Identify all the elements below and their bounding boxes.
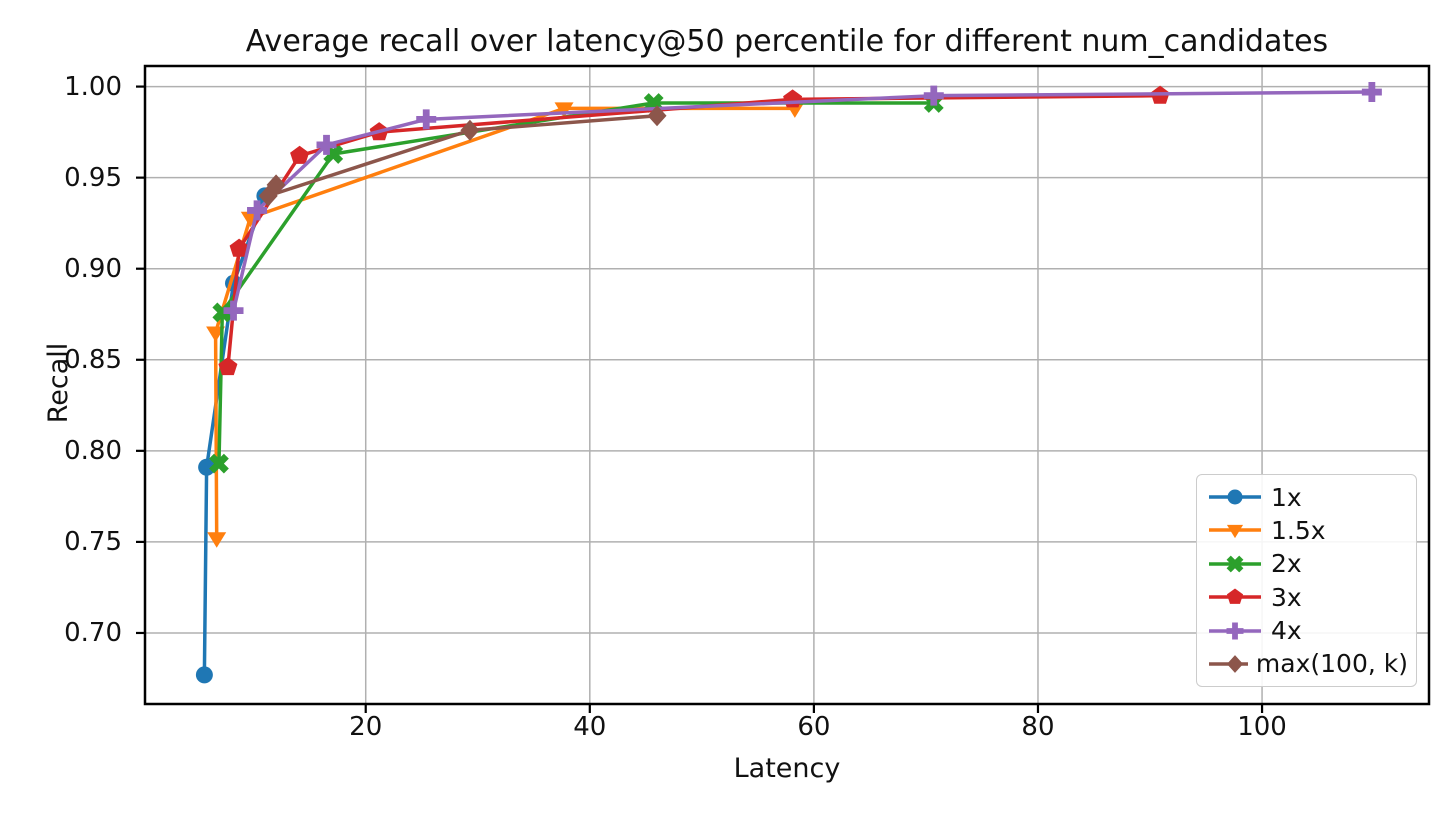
legend-label: 1x bbox=[1271, 482, 1302, 512]
y-tick-label: 0.70 bbox=[64, 617, 122, 648]
legend-item-2x: 2x bbox=[1207, 549, 1408, 579]
y-tick-label: 0.95 bbox=[64, 162, 122, 193]
chart-title: Average recall over latency@50 percentil… bbox=[245, 24, 1329, 59]
series-marker-1x bbox=[195, 666, 213, 684]
y-tick-label: 0.75 bbox=[64, 526, 122, 557]
series-marker-2x bbox=[209, 453, 229, 474]
legend-marker-2x bbox=[1209, 555, 1261, 573]
series-line-3x bbox=[226, 93, 1162, 369]
legend-marker-3x bbox=[1209, 588, 1261, 605]
series-line-1.5x bbox=[213, 106, 797, 541]
x-tick-label: 100 bbox=[1237, 712, 1287, 742]
series-marker-max(100, k) bbox=[647, 105, 667, 127]
legend-item-1.5x: 1.5x bbox=[1207, 515, 1408, 545]
x-tick-label: 80 bbox=[1021, 712, 1055, 742]
axes-spines bbox=[143, 64, 1431, 706]
series-marker-1x bbox=[198, 458, 216, 476]
y-tick-label: 1.00 bbox=[64, 71, 122, 102]
series-line-4x bbox=[231, 90, 1374, 313]
legend-label: max(100, k) bbox=[1255, 649, 1408, 679]
x-tick-label: 60 bbox=[797, 712, 831, 742]
series-marker-3x bbox=[229, 238, 249, 257]
legend-marker-max(100, k) bbox=[1209, 655, 1248, 673]
series-marker-max(100, k) bbox=[258, 185, 278, 207]
series-marker-3x bbox=[218, 357, 238, 376]
x-axis-label: Latency bbox=[733, 753, 841, 784]
legend-item-3x: 3x bbox=[1207, 582, 1408, 612]
legend-label: 4x bbox=[1271, 616, 1302, 646]
y-tick-label: 0.90 bbox=[64, 253, 122, 284]
series-marker-4x bbox=[1361, 82, 1382, 103]
series-marker-1.5x bbox=[207, 532, 227, 548]
legend-label: 2x bbox=[1271, 549, 1302, 579]
x-tick-label: 20 bbox=[349, 712, 383, 742]
legend: 1x 1.5x 2x 3x 4x max(100, k) bbox=[1196, 474, 1417, 687]
legend-label: 3x bbox=[1271, 582, 1302, 612]
series-marker-3x bbox=[783, 89, 803, 108]
legend-item-max(100, k): max(100, k) bbox=[1207, 649, 1408, 679]
series-marker-1.5x bbox=[554, 102, 574, 118]
legend-marker-4x bbox=[1209, 622, 1261, 640]
legend-item-1x: 1x bbox=[1207, 482, 1408, 512]
y-tick-label: 0.85 bbox=[64, 344, 122, 375]
legend-marker-1x bbox=[1209, 489, 1261, 505]
series-marker-3x bbox=[290, 145, 310, 164]
x-tick-label: 40 bbox=[573, 712, 607, 742]
legend-label: 1.5x bbox=[1271, 515, 1326, 545]
series-marker-4x bbox=[247, 200, 268, 221]
legend-item-4x: 4x bbox=[1207, 616, 1408, 646]
series-marker-max(100, k) bbox=[460, 119, 480, 141]
series-marker-4x bbox=[316, 134, 337, 155]
y-tick-label: 0.80 bbox=[64, 435, 122, 466]
series-marker-4x bbox=[923, 85, 944, 106]
series-marker-4x bbox=[416, 109, 437, 130]
series-marker-4x bbox=[223, 300, 244, 321]
legend-marker-1.5x bbox=[1209, 525, 1261, 539]
